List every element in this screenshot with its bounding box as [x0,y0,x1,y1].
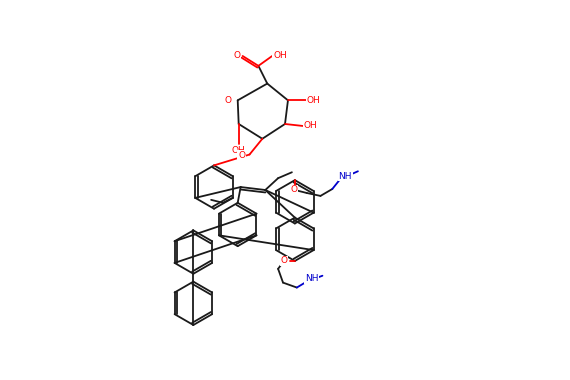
Text: OH: OH [273,51,287,60]
Text: NH: NH [339,172,352,181]
Text: OH: OH [307,96,320,105]
Text: NH: NH [305,274,319,283]
Text: OH: OH [232,146,246,155]
Text: O: O [233,51,240,60]
Text: O: O [238,151,245,160]
Text: O: O [290,185,298,195]
Text: O: O [225,96,231,105]
Text: OH: OH [304,122,317,130]
Text: O: O [280,256,287,266]
